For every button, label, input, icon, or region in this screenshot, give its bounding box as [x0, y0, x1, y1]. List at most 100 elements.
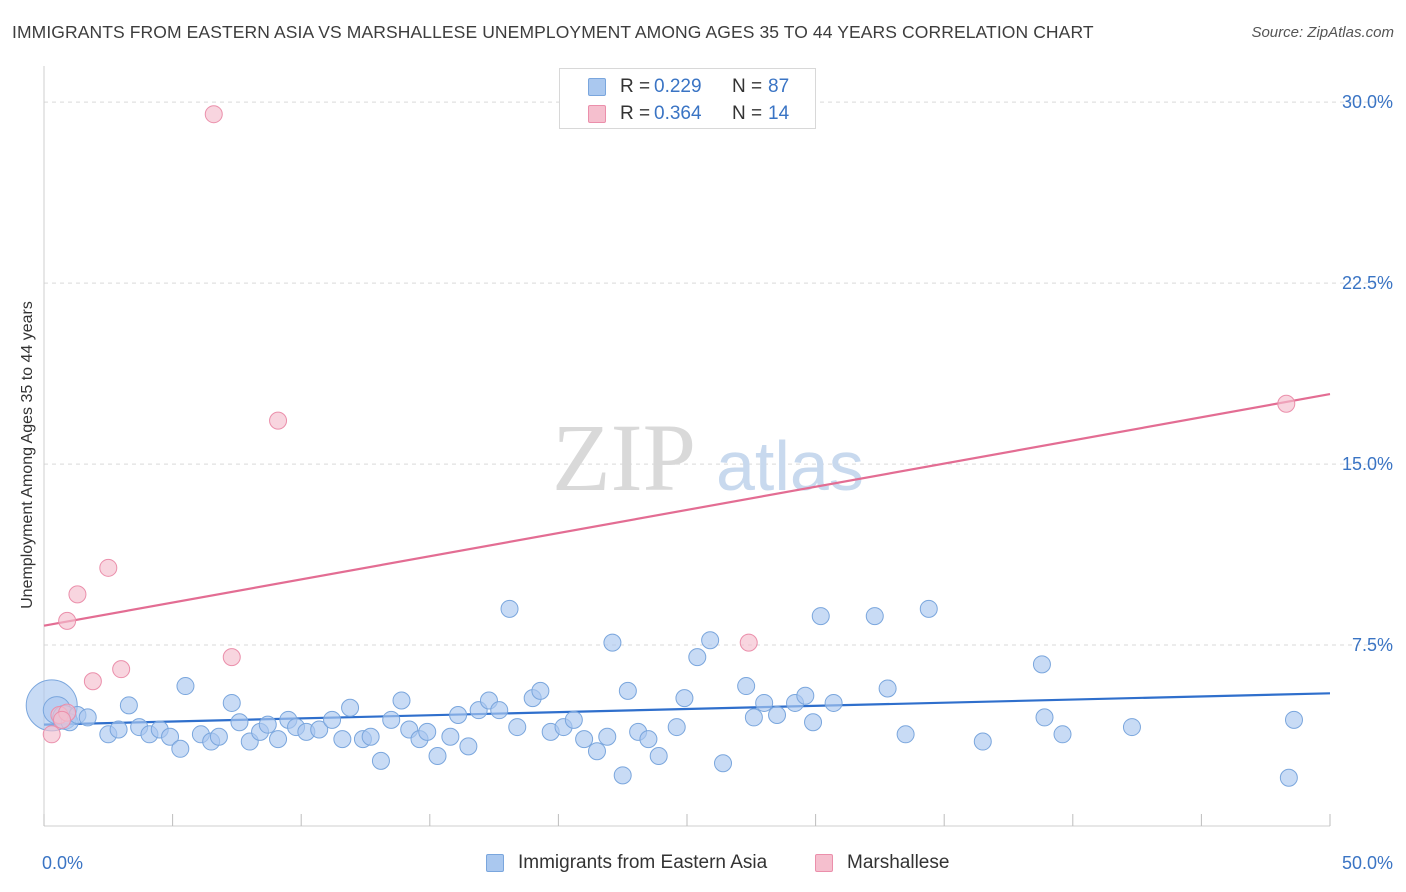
eastern-asia-point: [333, 730, 352, 749]
eastern-asia-point: [230, 713, 249, 732]
x-tick-label: 50.0%: [1342, 853, 1393, 873]
y-tick-label: 7.5%: [1352, 635, 1393, 655]
eastern-asia-point: [459, 737, 478, 756]
r-value: 0.229: [654, 76, 702, 97]
eastern-asia-point: [564, 710, 583, 729]
r-value: 0.364: [654, 103, 702, 124]
r-label: R =: [620, 103, 651, 124]
marshallese-swatch: [815, 854, 833, 872]
eastern-asia-point: [392, 691, 411, 710]
eastern-asia-point: [171, 739, 190, 758]
source-credit: Source: ZipAtlas.com: [1251, 24, 1394, 41]
eastern-asia-point: [508, 718, 527, 737]
y-tick-label: 22.5%: [1342, 273, 1393, 293]
eastern-asia-point: [973, 732, 992, 751]
eastern-asia-point: [714, 754, 733, 773]
eastern-asia-point: [618, 681, 637, 700]
eastern-asia-point: [109, 720, 128, 739]
marshallese-point: [222, 648, 241, 667]
n-value: 14: [768, 103, 790, 124]
series-legend: Immigrants from Eastern Asia Marshallese: [0, 852, 1406, 878]
eastern-asia-point: [649, 747, 668, 766]
marshallese-point: [739, 633, 758, 652]
eastern-asia-swatch: [588, 78, 606, 96]
eastern-asia-point: [1032, 655, 1051, 674]
eastern-asia-trend-line: [43, 692, 1331, 726]
eastern-asia-point: [371, 751, 390, 770]
legend-label: Marshallese: [847, 852, 950, 873]
marshallese-point: [204, 105, 223, 124]
eastern-asia-point: [639, 730, 658, 749]
eastern-asia-point: [382, 710, 401, 729]
x-tick-label: 0.0%: [42, 853, 83, 873]
eastern-asia-point: [500, 599, 519, 618]
marshallese-trend-line: [43, 393, 1331, 627]
eastern-asia-point: [811, 607, 830, 626]
eastern-asia-point: [258, 715, 277, 734]
eastern-asia-point: [701, 631, 720, 650]
eastern-asia-point: [587, 742, 606, 761]
eastern-asia-point: [737, 677, 756, 696]
eastern-asia-point: [919, 599, 938, 618]
eastern-asia-point: [161, 727, 180, 746]
eastern-asia-point: [490, 701, 509, 720]
stats-legend: R = 0.229 N = 87 R = 0.364 N = 14: [559, 68, 816, 129]
eastern-asia-point: [1053, 725, 1072, 744]
eastern-asia-point: [1284, 710, 1303, 729]
eastern-asia-point: [428, 747, 447, 766]
eastern-asia-swatch: [486, 854, 504, 872]
watermark: ZIP atlas: [552, 404, 864, 511]
eastern-asia-point: [119, 696, 138, 715]
gridlines: [44, 101, 1390, 646]
eastern-asia-point: [865, 607, 884, 626]
eastern-asia-point: [688, 648, 707, 667]
marshallese-point: [42, 725, 61, 744]
eastern-asia-point: [613, 766, 632, 785]
n-label: N =: [732, 76, 763, 97]
marshallese-point: [1277, 394, 1296, 413]
n-label: N =: [732, 103, 763, 124]
y-tick-label: 15.0%: [1342, 454, 1393, 474]
eastern-asia-point: [269, 730, 288, 749]
watermark-atlas: atlas: [716, 427, 864, 505]
eastern-asia-point: [361, 727, 380, 746]
eastern-asia-point: [744, 708, 763, 727]
marshallese-point: [53, 710, 72, 729]
marshallese-point: [269, 411, 288, 430]
eastern-asia-point: [323, 710, 342, 729]
eastern-asia-point: [675, 689, 694, 708]
eastern-asia-point: [598, 727, 617, 746]
eastern-asia-point: [1035, 708, 1054, 727]
eastern-asia-point: [310, 720, 329, 739]
marshallese-swatch: [588, 105, 606, 123]
eastern-asia-point: [804, 713, 823, 732]
eastern-asia-point: [896, 725, 915, 744]
eastern-asia-point: [418, 722, 437, 741]
eastern-asia-point: [1122, 718, 1141, 737]
eastern-asia-point: [667, 718, 686, 737]
eastern-asia-point: [531, 681, 550, 700]
marshallese-point: [68, 585, 87, 604]
chart-title: IMMIGRANTS FROM EASTERN ASIA VS MARSHALL…: [12, 22, 1094, 42]
stats-row-eastern-asia: R = 0.229 N = 87: [560, 74, 815, 100]
eastern-asia-point: [575, 730, 594, 749]
tick-labels: 7.5% 15.0% 22.5% 30.0% 0.0% 50.0%: [42, 92, 1393, 873]
r-label: R =: [620, 76, 651, 97]
eastern-asia-point: [824, 693, 843, 712]
data-points: [25, 105, 1303, 787]
eastern-asia-point: [222, 693, 241, 712]
eastern-asia-point: [209, 727, 228, 746]
stats-row-marshallese: R = 0.364 N = 14: [560, 101, 815, 127]
eastern-asia-point: [755, 693, 774, 712]
eastern-asia-point: [78, 708, 97, 727]
marshallese-point: [99, 558, 118, 577]
y-tick-label: 30.0%: [1342, 92, 1393, 112]
eastern-asia-point: [603, 633, 622, 652]
marshallese-point: [112, 660, 131, 679]
eastern-asia-point: [878, 679, 897, 698]
legend-label: Immigrants from Eastern Asia: [518, 852, 768, 873]
trend-lines: [43, 393, 1331, 726]
marshallese-point: [58, 611, 77, 630]
eastern-asia-point: [176, 677, 195, 696]
